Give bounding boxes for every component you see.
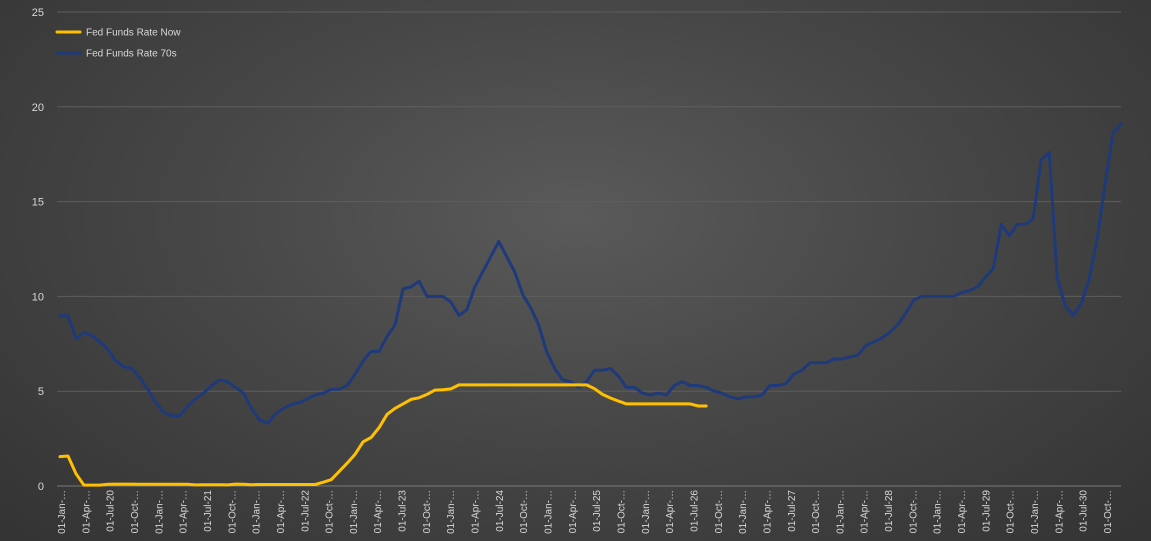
x-tick-label: 01-Apr-…: [276, 490, 287, 533]
x-tick-label: 01-Jan-…: [57, 490, 68, 534]
series-line-fed-funds-rate-70s: [58, 122, 1123, 425]
x-tick-label: 01-Apr-…: [762, 490, 773, 533]
y-tick-label: 0: [38, 481, 44, 493]
x-tick-label: 01-Jul-24: [495, 490, 506, 532]
x-tick-label: 01-Jan-…: [738, 490, 749, 534]
x-tick-label: 01-Jul-25: [592, 490, 603, 532]
y-tick-label: 10: [32, 291, 44, 303]
series-line-fed-funds-rate-now: [58, 383, 708, 487]
y-tick-label: 25: [32, 7, 44, 19]
x-tick-label: 01-Jul-26: [689, 490, 700, 532]
x-tick-label: 01-Jan-…: [154, 490, 165, 534]
x-tick-label: 01-Jan-…: [933, 490, 944, 534]
x-tick-label: 01-Oct-…: [616, 490, 627, 533]
chart-series-lines: [58, 122, 1123, 487]
x-tick-label: 01-Jan-…: [641, 490, 652, 534]
y-axis-tick-labels: 0 5 10 15 20 25: [32, 7, 44, 493]
x-tick-label: 01-Jan-…: [544, 490, 555, 534]
x-tick-label: 01-Oct-…: [325, 490, 336, 533]
x-tick-label: 01-Apr-…: [957, 490, 968, 533]
x-tick-label: 01-Apr-…: [665, 490, 676, 533]
chart-gridlines: [57, 11, 1121, 487]
x-tick-label: 01-Jan-…: [446, 490, 457, 534]
legend-label-fed-funds-rate-now: Fed Funds Rate Now: [86, 28, 181, 39]
x-tick-label: 01-Jul-23: [398, 490, 409, 532]
x-tick-label: 01-Jul-28: [884, 490, 895, 532]
x-tick-label: 01-Apr-…: [179, 490, 190, 533]
x-tick-label: 01-Apr-…: [860, 490, 871, 533]
x-tick-label: 01-Apr-…: [373, 490, 384, 533]
x-tick-label: 01-Jul-22: [300, 490, 311, 532]
x-tick-label: 01-Oct-…: [1103, 490, 1114, 533]
x-tick-label: 01-Oct-…: [811, 490, 822, 533]
x-tick-label: 01-Jan-…: [1030, 490, 1041, 534]
x-tick-label: 01-Oct-…: [422, 490, 433, 533]
chart-legend: Fed Funds Rate Now Fed Funds Rate 70s: [55, 28, 181, 60]
x-tick-label: 01-Jan-…: [349, 490, 360, 534]
y-tick-label: 20: [32, 102, 44, 114]
x-tick-label: 01-Jan-…: [835, 490, 846, 534]
x-tick-label: 01-Oct-…: [908, 490, 919, 533]
y-tick-label: 15: [32, 197, 44, 209]
x-tick-label: 01-Jul-20: [106, 490, 117, 532]
x-tick-label: 01-Jul-21: [203, 490, 214, 532]
x-tick-label: 01-Oct-…: [1006, 490, 1017, 533]
x-axis-tick-labels: 01-Jan-… 01-Apr-… 01-Jul-20 01-Oct-… 01-Jan-…: [57, 490, 1114, 534]
x-tick-label: 01-Apr-…: [1054, 490, 1065, 533]
x-tick-label: 01-Apr-…: [81, 490, 92, 533]
x-tick-label: 01-Jul-27: [787, 490, 798, 532]
x-tick-label: 01-Jul-29: [981, 490, 992, 532]
x-tick-label: 01-Oct-…: [714, 490, 725, 533]
x-tick-label: 01-Oct-…: [519, 490, 530, 533]
x-tick-label: 01-Jul-30: [1079, 490, 1090, 532]
x-tick-label: 01-Apr-…: [568, 490, 579, 533]
x-tick-label: 01-Jan-…: [252, 490, 263, 534]
y-tick-label: 5: [38, 386, 44, 398]
x-tick-label: 01-Oct-…: [227, 490, 238, 533]
x-tick-label: 01-Apr-…: [471, 490, 482, 533]
x-tick-label: 01-Oct-…: [130, 490, 141, 533]
legend-label-fed-funds-rate-70s: Fed Funds Rate 70s: [86, 49, 177, 60]
